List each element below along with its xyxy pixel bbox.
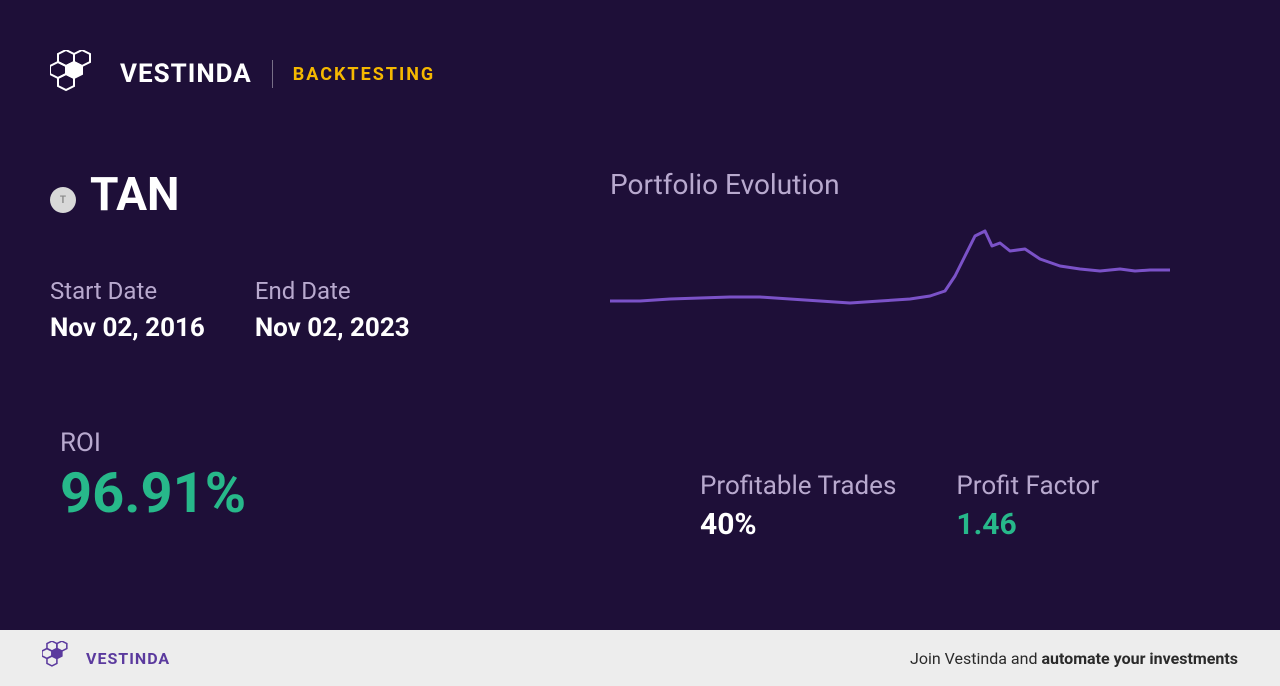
- footer-logo[interactable]: VESTINDA: [42, 641, 170, 675]
- roi-label: ROI: [60, 428, 550, 458]
- roi-value: 96.91%: [60, 460, 550, 526]
- profit-factor-block: Profit Factor 1.46: [956, 471, 1099, 542]
- profitable-trades-label: Profitable Trades: [700, 471, 896, 501]
- ticker-badge-icon: T: [50, 187, 76, 213]
- ticker-row: T TAN: [50, 168, 550, 222]
- start-date-label: Start Date: [50, 277, 205, 305]
- footer-cta[interactable]: Join Vestinda and automate your investme…: [910, 649, 1238, 668]
- header-divider: [272, 60, 273, 88]
- vestinda-logo-icon: [50, 50, 108, 98]
- start-date-value: Nov 02, 2016: [50, 313, 205, 343]
- profit-factor-value: 1.46: [956, 507, 1099, 542]
- end-date-value: Nov 02, 2023: [255, 313, 410, 343]
- brand-name: VESTINDA: [120, 59, 252, 89]
- footer-cta-bold: automate your investments: [1041, 649, 1238, 668]
- roi-block: ROI 96.91%: [60, 428, 550, 526]
- footer: VESTINDA Join Vestinda and automate your…: [0, 630, 1280, 686]
- portfolio-chart: [610, 221, 1170, 401]
- header: VESTINDA BACKTESTING: [50, 50, 1230, 98]
- chart-title: Portfolio Evolution: [610, 168, 1200, 201]
- end-date-block: End Date Nov 02, 2023: [255, 277, 410, 343]
- brand-logo[interactable]: VESTINDA: [50, 50, 252, 98]
- footer-brand-name: VESTINDA: [86, 649, 170, 668]
- page-label: BACKTESTING: [293, 64, 435, 85]
- start-date-block: Start Date Nov 02, 2016: [50, 277, 205, 343]
- profit-factor-label: Profit Factor: [956, 471, 1099, 501]
- footer-cta-prefix: Join Vestinda and: [910, 649, 1041, 668]
- profitable-trades-block: Profitable Trades 40%: [700, 471, 896, 542]
- vestinda-logo-icon: [42, 641, 78, 675]
- end-date-label: End Date: [255, 277, 410, 305]
- ticker-symbol: TAN: [90, 168, 179, 222]
- profitable-trades-value: 40%: [700, 507, 896, 542]
